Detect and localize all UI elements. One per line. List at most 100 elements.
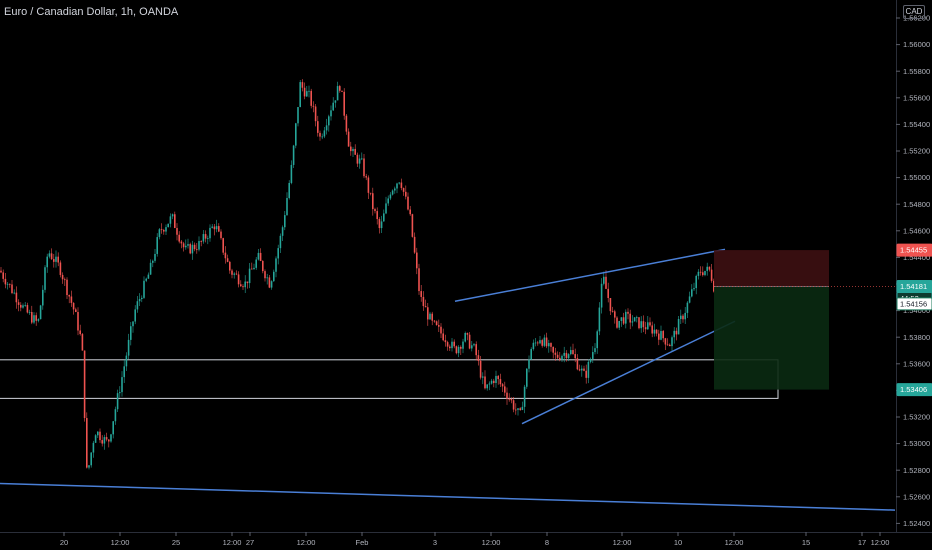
candle-body	[592, 352, 594, 359]
candle-body	[563, 352, 565, 356]
candle-body	[565, 352, 568, 358]
candle-body	[462, 341, 464, 349]
candle-body	[123, 366, 125, 378]
candle-body	[583, 368, 585, 371]
candle-body	[226, 258, 229, 262]
candle-body	[418, 268, 420, 292]
candle-body	[539, 340, 541, 344]
candle-body	[143, 280, 145, 298]
candle-body	[622, 317, 625, 324]
candle-body	[240, 284, 242, 287]
candle-body	[633, 317, 636, 322]
candle-body	[127, 339, 130, 356]
candle-body	[57, 256, 59, 263]
candle-body	[83, 350, 86, 419]
candle-body	[229, 261, 231, 271]
candle-body	[574, 354, 576, 359]
candle-body	[110, 434, 112, 442]
x-tick-label: 15	[802, 538, 810, 547]
candle-body	[112, 421, 114, 435]
candle-body	[15, 292, 18, 303]
candle-body	[552, 346, 554, 353]
candle-body	[154, 253, 156, 261]
candle-body	[627, 311, 629, 314]
stop-loss-area[interactable]	[714, 250, 829, 287]
candle-body	[66, 279, 68, 296]
price-badge-text: 1.54156	[900, 299, 927, 308]
candle-body	[99, 431, 101, 441]
candle-body	[378, 219, 381, 229]
chart-title: Euro / Canadian Dollar, 1h, OANDA	[4, 6, 179, 18]
candle-body	[534, 342, 537, 344]
candle-body	[352, 148, 354, 152]
support-zone[interactable]	[0, 359, 779, 399]
candle-body	[413, 236, 416, 253]
candle-body	[193, 244, 196, 250]
x-tick-label: 12:00	[223, 538, 242, 547]
candle-body	[673, 330, 675, 338]
candle-body	[356, 154, 359, 164]
candle-body	[323, 130, 326, 137]
candle-body	[17, 302, 20, 305]
candle-body	[374, 209, 376, 212]
candle-body	[402, 188, 405, 192]
candle-body	[310, 90, 312, 106]
candle-body	[24, 304, 26, 306]
candle-body	[680, 315, 682, 320]
candle-body	[347, 131, 350, 147]
trendline[interactable]	[454, 248, 726, 303]
time-axis[interactable]: 20 12:00 25 12:00 27 12:00 Feb 3 12:00 8 12:00 10 12…	[60, 532, 890, 547]
candle-body	[367, 177, 370, 193]
candle-body	[301, 82, 304, 88]
candle-body	[266, 277, 268, 279]
candle-body	[244, 281, 246, 288]
candle-body	[530, 349, 532, 360]
candle-body	[611, 311, 614, 312]
candle-body	[380, 221, 383, 229]
candle-body	[275, 258, 277, 272]
candle-body	[497, 375, 499, 380]
candle-body	[75, 309, 77, 313]
candle-body	[669, 344, 671, 347]
candle-body	[631, 321, 634, 323]
take-profit-area[interactable]	[714, 286, 829, 390]
candle-body	[605, 276, 607, 289]
candle-body	[556, 354, 559, 358]
trendline[interactable]	[0, 482, 896, 511]
candle-body	[600, 283, 603, 308]
short-position-layer[interactable]	[714, 250, 896, 390]
currency-badge[interactable]: CAD	[903, 5, 925, 19]
candle-body	[132, 321, 134, 327]
candle-body	[28, 312, 31, 313]
candle-body	[284, 215, 286, 228]
candle-body	[145, 278, 147, 281]
trendline-layer[interactable]	[0, 248, 896, 511]
candle-body	[391, 190, 394, 195]
candle-body	[495, 375, 497, 384]
candle-body	[165, 227, 167, 232]
candle-body	[292, 145, 295, 165]
candle-body	[130, 326, 132, 340]
candle-body	[20, 304, 22, 308]
candle-body	[136, 301, 139, 310]
candle-body	[46, 256, 48, 268]
price-badge-text: 1.53406	[900, 385, 927, 394]
candle-body	[336, 86, 339, 101]
price-axis[interactable]: 1.562001.560001.558001.556001.554001.552…	[896, 14, 930, 528]
candle-body	[303, 87, 306, 97]
candle-body	[658, 333, 660, 340]
candle-body	[607, 288, 609, 299]
candle-body	[97, 431, 99, 436]
candle-body	[460, 346, 462, 349]
candle-body	[125, 355, 128, 367]
candle-body	[176, 227, 178, 235]
candle-body	[587, 361, 590, 378]
candle-body	[693, 288, 695, 290]
candle-body	[48, 253, 51, 257]
plot-area[interactable]	[0, 79, 896, 511]
candle-body	[499, 379, 502, 385]
trendline[interactable]	[521, 320, 736, 425]
candle-body	[233, 273, 235, 275]
